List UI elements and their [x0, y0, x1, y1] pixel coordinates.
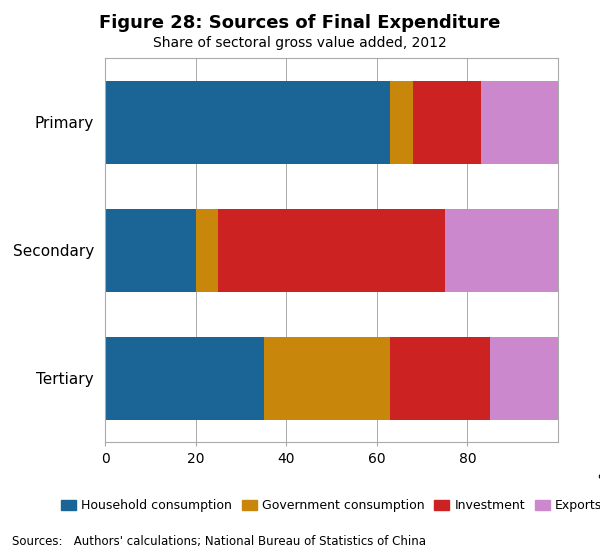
Text: Sources:   Authors' calculations; National Bureau of Statistics of China: Sources: Authors' calculations; National… [12, 535, 426, 548]
Bar [263, 336, 391, 420]
Bar [391, 336, 490, 420]
Bar [105, 208, 196, 292]
Bar [413, 81, 481, 164]
Bar [445, 208, 558, 292]
Bar [490, 336, 558, 420]
Text: %: % [597, 473, 600, 486]
Bar [196, 208, 218, 292]
Bar [105, 81, 391, 164]
Bar [105, 336, 263, 420]
Text: Share of sectoral gross value added, 2012: Share of sectoral gross value added, 201… [153, 36, 447, 50]
Bar [481, 81, 558, 164]
Legend: Household consumption, Government consumption, Investment, Exports: Household consumption, Government consum… [56, 494, 600, 517]
Bar [391, 81, 413, 164]
Bar [218, 208, 445, 292]
Text: Figure 28: Sources of Final Expenditure: Figure 28: Sources of Final Expenditure [100, 14, 500, 32]
